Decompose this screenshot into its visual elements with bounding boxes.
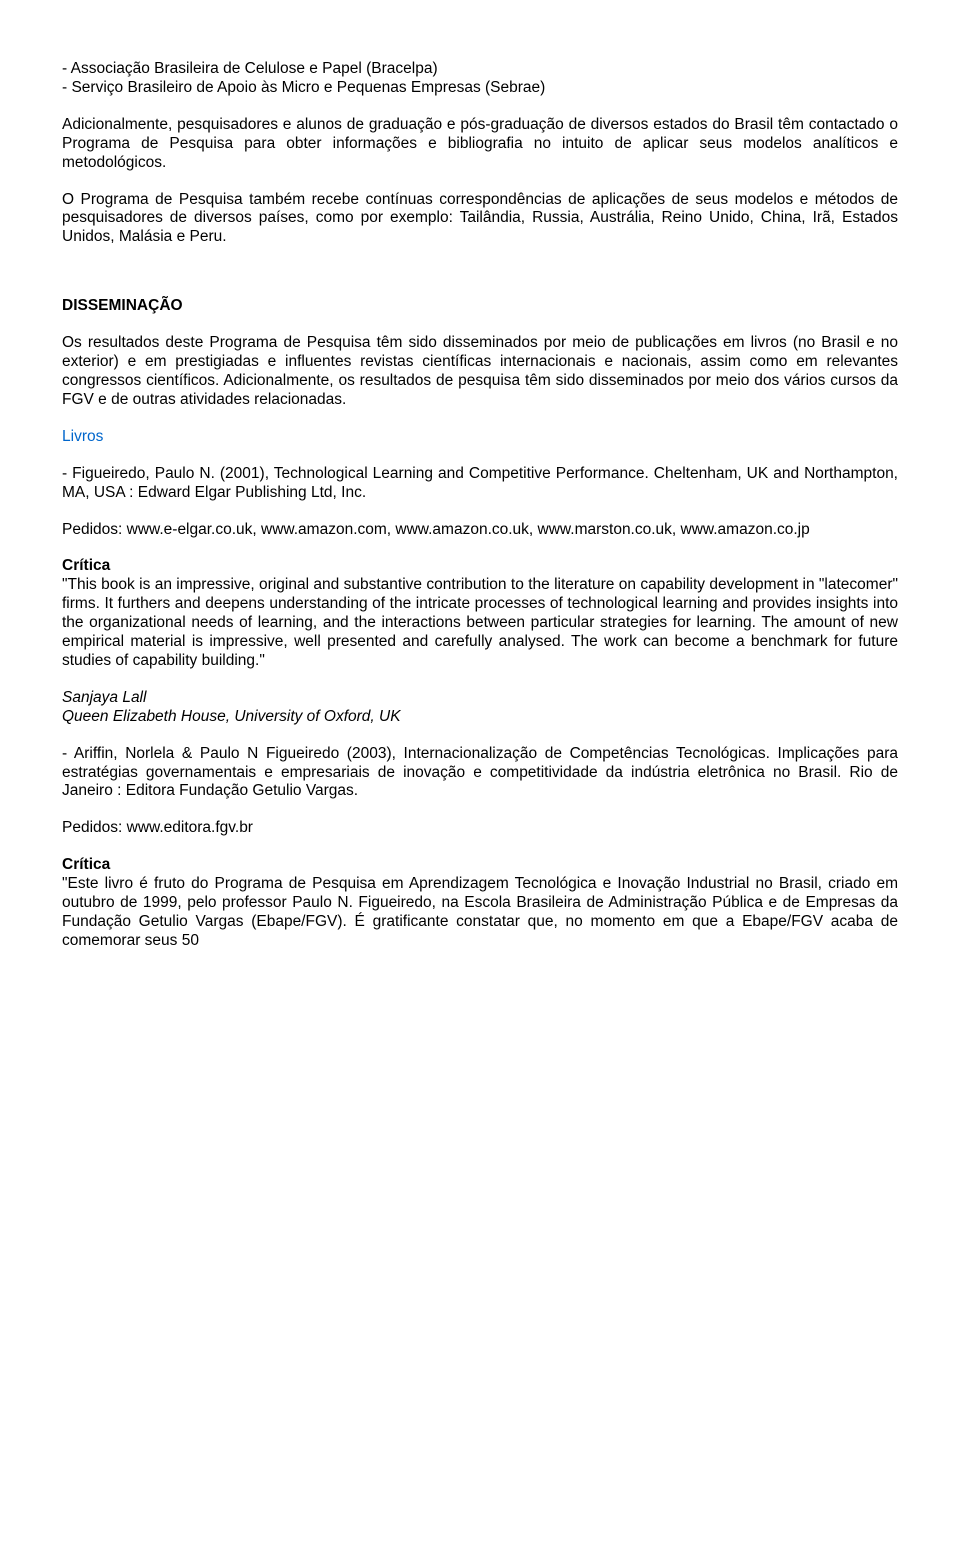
pedidos-2: Pedidos: www.editora.fgv.br xyxy=(62,819,898,838)
pedidos-1: Pedidos: www.e-elgar.co.uk, www.amazon.c… xyxy=(62,521,898,540)
paragraph-intro-1: Adicionalmente, pesquisadores e alunos d… xyxy=(62,116,898,173)
critic-author-1: Sanjaya Lall xyxy=(62,689,898,708)
critica-text-2: "Este livro é fruto do Programa de Pesqu… xyxy=(62,875,898,951)
bullet-bracelpa: - Associação Brasileira de Celulose e Pa… xyxy=(62,60,898,79)
section-title-disseminacao: DISSEMINAÇÃO xyxy=(62,297,898,316)
paragraph-intro-2: O Programa de Pesquisa também recebe con… xyxy=(62,191,898,248)
critica-label-2: Crítica xyxy=(62,856,898,875)
book-entry-2: - Ariffin, Norlela & Paulo N Figueiredo … xyxy=(62,745,898,802)
subsection-livros: Livros xyxy=(62,428,898,447)
critic-affiliation-1: Queen Elizabeth House, University of Oxf… xyxy=(62,708,898,727)
critica-label-1: Crítica xyxy=(62,557,898,576)
book-entry-1: - Figueiredo, Paulo N. (2001), Technolog… xyxy=(62,465,898,503)
bullet-sebrae: - Serviço Brasileiro de Apoio às Micro e… xyxy=(62,79,898,98)
paragraph-disseminacao: Os resultados deste Programa de Pesquisa… xyxy=(62,334,898,410)
critica-text-1: "This book is an impressive, original an… xyxy=(62,576,898,671)
